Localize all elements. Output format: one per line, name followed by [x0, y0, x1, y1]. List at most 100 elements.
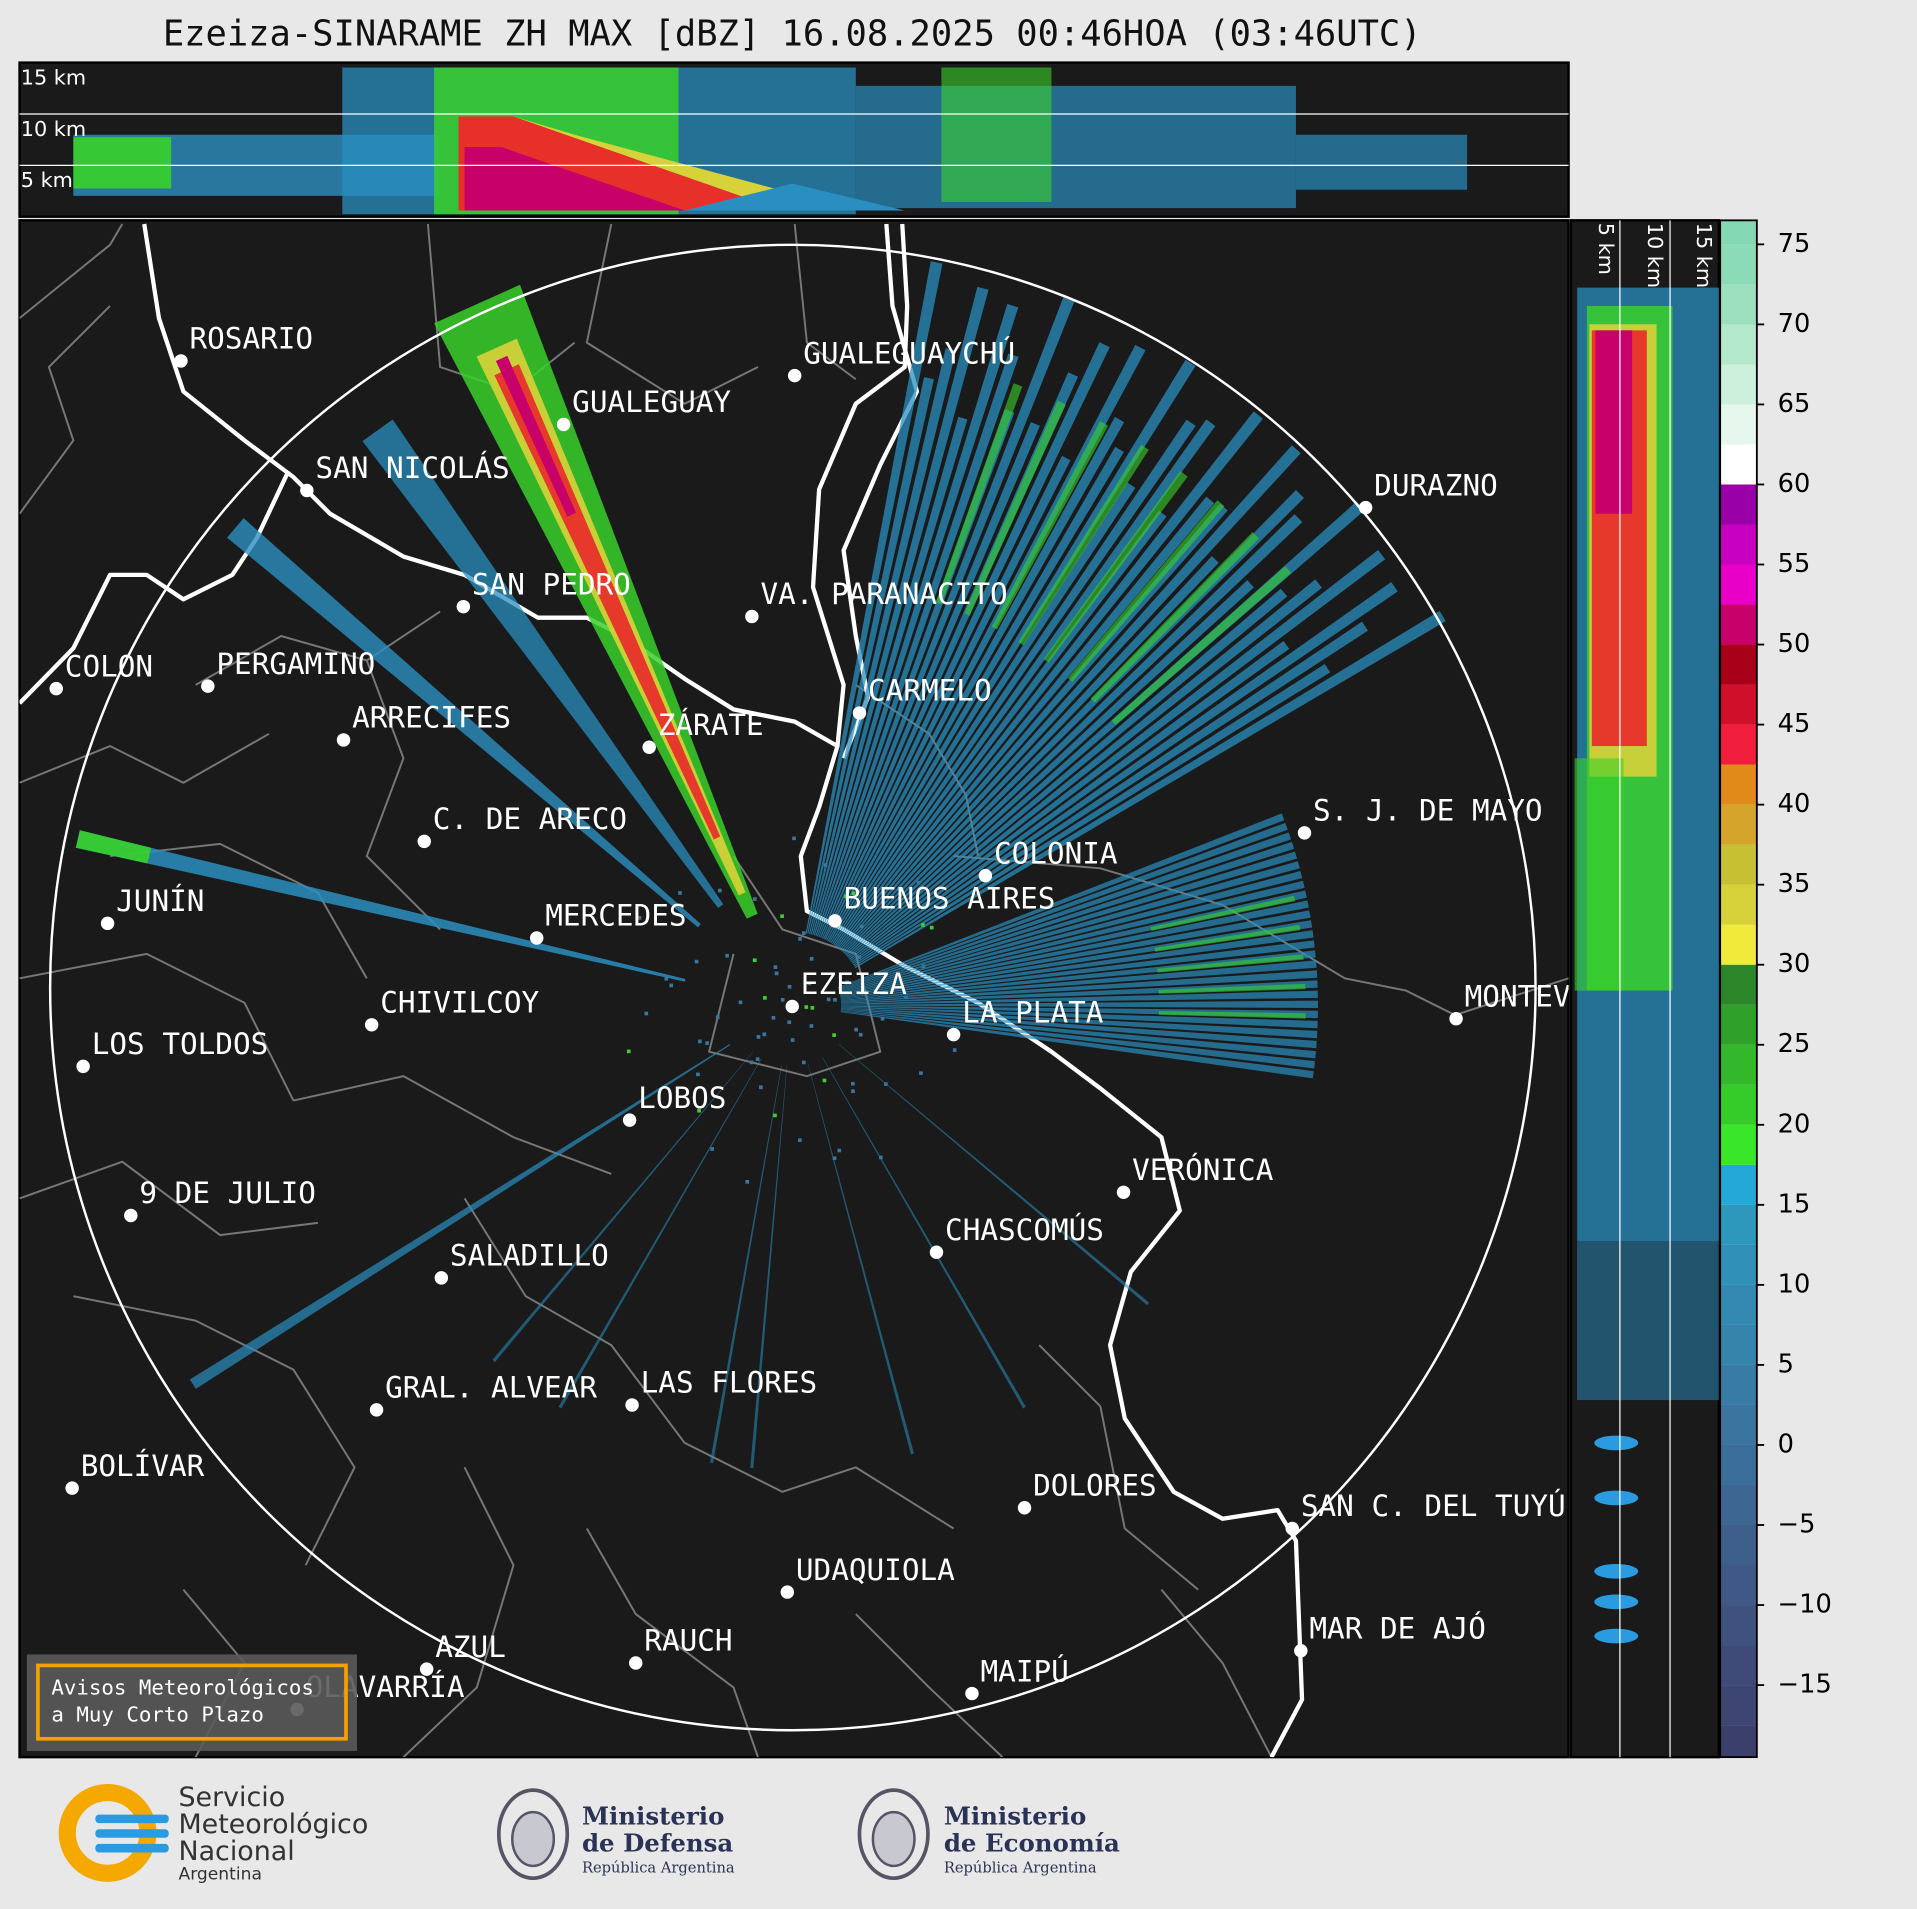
- city-label: JUNÍN: [116, 883, 204, 918]
- city-label: GUALEGUAYCHÚ: [803, 334, 1015, 370]
- echo: [879, 1155, 883, 1160]
- colorbar-tick-label: 20: [1778, 1109, 1811, 1139]
- city-marker: [336, 733, 351, 747]
- echo: [684, 183, 905, 211]
- colorbar-tick-label: 30: [1778, 949, 1811, 979]
- map-panel: [18, 219, 1570, 1759]
- boundary: [585, 1528, 759, 1758]
- boundary: [402, 1466, 515, 1758]
- ministry-title: Ministerio: [944, 1802, 1086, 1831]
- title: Ezeiza-SINARAME ZH MAX [dBZ] 16.08.2025 …: [163, 14, 1422, 55]
- echo: [832, 1033, 836, 1037]
- echo: [808, 348, 957, 935]
- colorbar-tick-label: 10: [1778, 1269, 1811, 1299]
- colorbar-band: [1720, 1364, 1757, 1405]
- smn-stripe: [95, 1814, 169, 1824]
- colorbar-band: [1720, 604, 1757, 645]
- echo: [840, 940, 1315, 1000]
- map-content: ROSARIO GUALEGUAYCHÚ GUALEGUAY SAN NICOLÁS D…: [19, 223, 1569, 1758]
- city-marker: [978, 868, 993, 883]
- boundary: [855, 1613, 1004, 1758]
- echo: [851, 1089, 855, 1094]
- city-marker: [787, 368, 802, 383]
- echo: [558, 1058, 762, 1409]
- echo: [845, 580, 1254, 956]
- boundary: [19, 305, 111, 515]
- echo: [837, 813, 1285, 988]
- echo: [698, 1039, 702, 1044]
- city-label: SAN PEDRO: [472, 567, 631, 601]
- city-label: EZEIZA: [801, 967, 907, 1001]
- echo: [833, 419, 1196, 946]
- city-label: AZUL: [435, 1630, 506, 1664]
- echo: [841, 1008, 1317, 1049]
- colorbar-band: [1720, 284, 1757, 325]
- colorbar-band: [1720, 684, 1757, 725]
- city-marker: [946, 1027, 961, 1042]
- colorbar-tick-label: 70: [1778, 309, 1811, 339]
- echo: [845, 980, 850, 985]
- echo: [1154, 924, 1301, 952]
- echo: [813, 303, 1019, 936]
- echo: [189, 1043, 731, 1389]
- city-marker: [300, 483, 314, 498]
- echo: [644, 1011, 649, 1016]
- colorbar-band: [1720, 324, 1757, 365]
- colorbar-band: [1720, 1444, 1757, 1485]
- echo: [752, 958, 757, 963]
- ministry-title: Ministerio: [582, 1802, 724, 1831]
- echo: [921, 964, 926, 969]
- echo: [816, 409, 1015, 937]
- echo: [840, 1010, 1316, 1069]
- echo: [831, 482, 1136, 945]
- echo: [840, 930, 1314, 999]
- notice-text: Avisos Meteorológicos: [51, 1676, 314, 1700]
- echo: [75, 830, 686, 982]
- echo: [762, 1032, 767, 1037]
- echo: [851, 891, 856, 896]
- boundary: [1160, 1589, 1273, 1758]
- echo: [839, 503, 1228, 951]
- echo: [822, 1078, 827, 1083]
- ministry-title: de Defensa: [582, 1829, 733, 1858]
- height-label: 5 km: [21, 168, 73, 192]
- city-label: COLON: [65, 649, 153, 683]
- city-label: COLONIA: [994, 836, 1118, 870]
- echo: [1295, 134, 1468, 190]
- city-marker: [529, 931, 544, 945]
- echo: [787, 984, 792, 989]
- ministry-title: de Economía: [944, 1829, 1120, 1858]
- city-marker: [929, 1245, 944, 1259]
- echo: [815, 353, 1019, 937]
- echo: [858, 1032, 863, 1037]
- footer: Servicio Meteorológico Nacional Argentin…: [58, 1782, 1120, 1884]
- echo: [841, 990, 1318, 1005]
- smn-logo: Servicio Meteorológico Nacional Argentin…: [58, 1782, 368, 1884]
- echo: [798, 937, 802, 941]
- city-marker: [1285, 1521, 1299, 1536]
- city-label: MAIPÚ: [981, 1652, 1069, 1688]
- city-label: LOBOS: [638, 1081, 726, 1115]
- colorbar-band: [1720, 1525, 1757, 1566]
- echo: [838, 841, 1295, 991]
- echo: [837, 411, 1263, 949]
- colorbar-band: [1720, 884, 1757, 925]
- colorbar-band: [1720, 1645, 1757, 1686]
- boundary: [585, 223, 759, 405]
- city-label: UDAQUIOLA: [796, 1553, 955, 1587]
- echo: [807, 981, 812, 986]
- echo: [694, 959, 699, 964]
- echo: [75, 830, 152, 864]
- colorbar-band: [1720, 764, 1757, 805]
- echo: [841, 980, 1318, 1004]
- echo: [826, 997, 831, 1002]
- colorbar-band: [1720, 1084, 1757, 1125]
- echo: [810, 1006, 815, 1010]
- side-panel-echoes: [1574, 287, 1719, 1644]
- echo: [842, 556, 1219, 953]
- ministry-subtitle: República Argentina: [944, 1859, 1097, 1876]
- city-label: ROSARIO: [189, 322, 313, 356]
- city-marker: [625, 1398, 639, 1412]
- echo: [807, 377, 934, 934]
